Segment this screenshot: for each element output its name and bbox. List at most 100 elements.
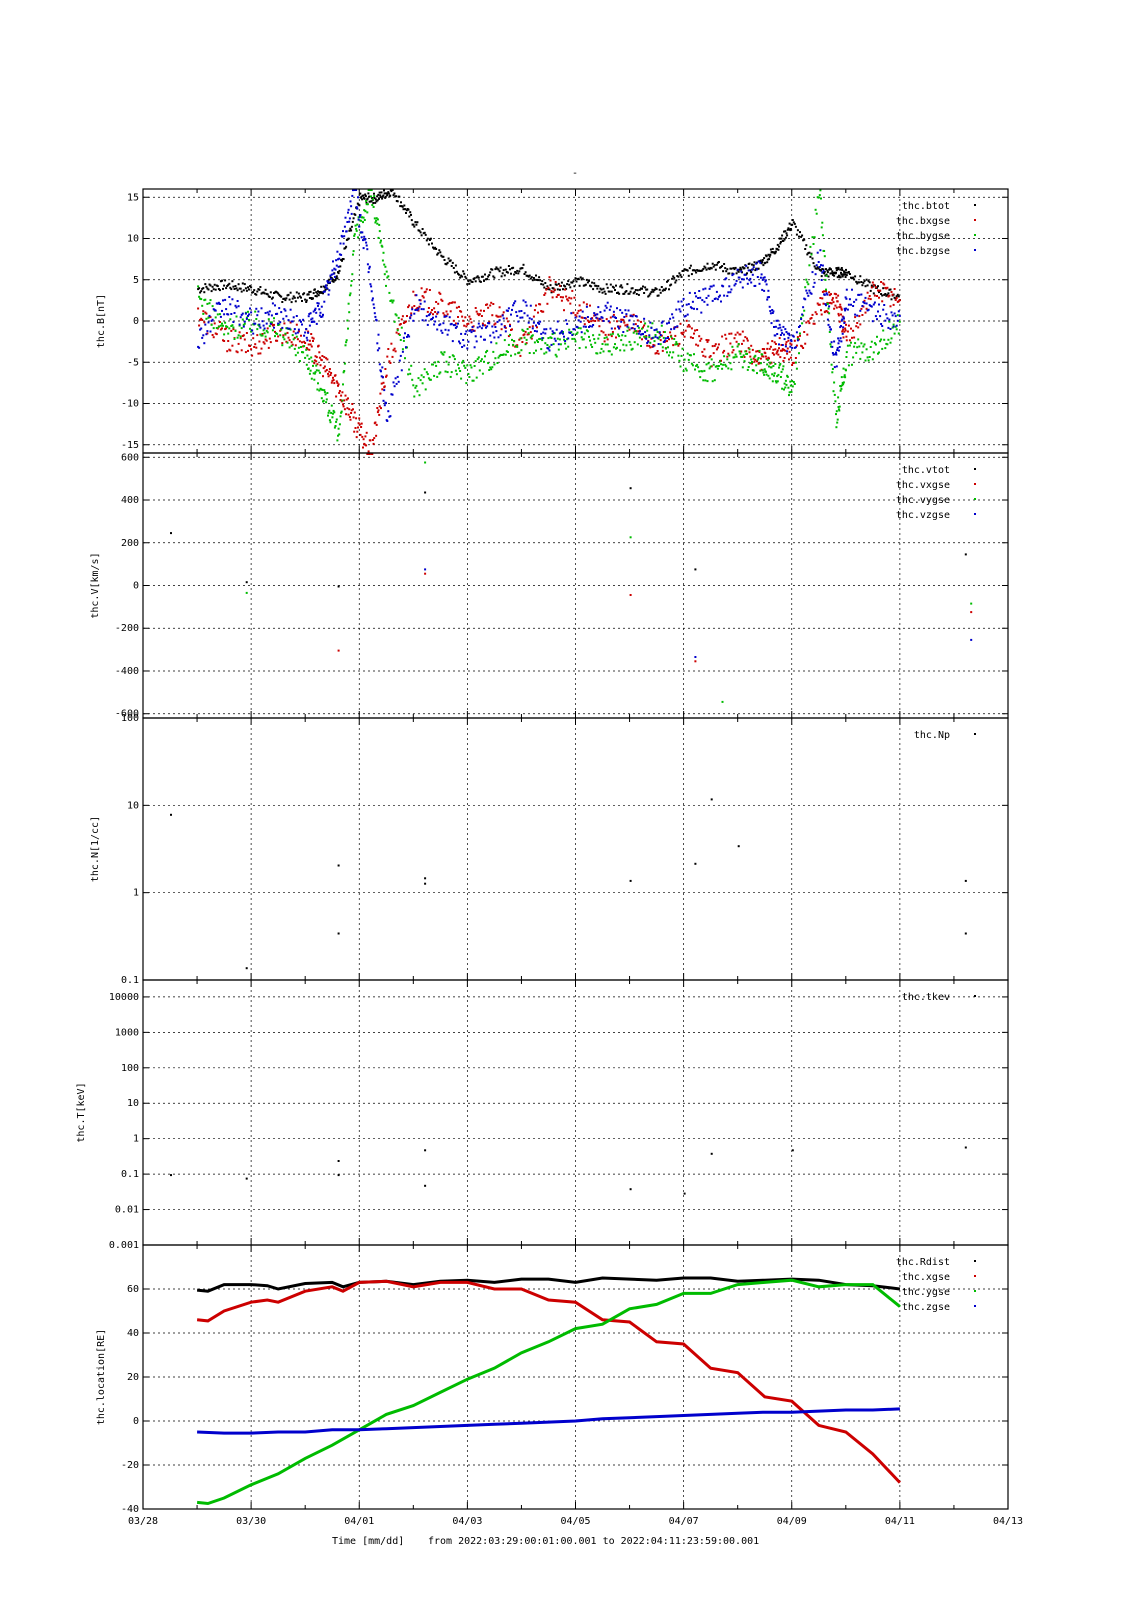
- data-point-thc.bzgse: [305, 336, 308, 339]
- data-point-thc.bzgse: [617, 325, 620, 328]
- data-point-thc.bzgse: [307, 315, 310, 318]
- data-point-thc.btot: [826, 269, 829, 272]
- data-point-thc.bzgse: [362, 247, 365, 250]
- data-point-thc.bygse: [440, 351, 443, 354]
- data-point-thc.bxgse: [533, 309, 536, 312]
- data-point-thc.bygse: [609, 333, 612, 336]
- data-point-thc.bxgse: [701, 350, 704, 353]
- data-point-thc.btot: [634, 289, 637, 291]
- y-tick-label: 1000: [115, 1027, 139, 1038]
- data-point-thc.bygse: [318, 371, 321, 374]
- data-point-thc.bxgse: [773, 353, 775, 356]
- data-point-thc.bygse: [263, 332, 266, 335]
- data-point-thc.bygse: [434, 361, 437, 364]
- data-point-thc.bxgse: [756, 350, 759, 353]
- data-point-thc.bygse: [658, 336, 661, 339]
- data-point-thc.bxgse: [358, 417, 361, 420]
- data-point-thc.bzgse: [647, 340, 650, 343]
- data-point-thc.btot: [201, 287, 204, 290]
- data-point-thc.bzgse: [873, 301, 876, 304]
- data-point-thc.bygse: [803, 309, 806, 312]
- data-point-thc.bzgse: [331, 269, 334, 272]
- data-point-thc.bxgse: [560, 299, 563, 302]
- data-point-thc.bzgse: [542, 331, 545, 334]
- data-point-thc.bygse: [619, 349, 622, 352]
- data-point-thc.bxgse: [837, 312, 840, 315]
- data-point-thc.btot: [526, 274, 529, 277]
- data-point-thc.bzgse: [527, 321, 530, 324]
- data-point-thc.bygse: [814, 208, 817, 211]
- data-point-thc.btot: [207, 288, 210, 291]
- data-point-thc.bzgse: [622, 331, 625, 333]
- data-point-thc.btot: [771, 251, 774, 253]
- data-point-thc.btot: [401, 205, 404, 208]
- data-point-thc.bygse: [308, 357, 311, 360]
- data-point-thc.bygse: [674, 343, 677, 346]
- data-point-thc.bzgse: [467, 340, 470, 343]
- data-point-thc.bygse: [232, 326, 235, 329]
- data-point-thc.btot: [409, 211, 412, 214]
- data-point-thc.bzgse: [835, 365, 838, 368]
- data-point-thc.bzgse: [283, 308, 286, 311]
- data-point-thc.bygse: [343, 362, 346, 365]
- data-point-thc.bxgse: [315, 356, 318, 359]
- data-point-thc.bygse: [723, 355, 726, 358]
- data-point-thc.bygse: [283, 338, 286, 341]
- data-point-thc.btot: [851, 277, 853, 280]
- data-point-thc.bygse: [839, 389, 842, 392]
- data-point-thc.bzgse: [350, 205, 353, 208]
- data-point-thc.bygse: [828, 331, 831, 333]
- data-point-thc.btot: [839, 268, 842, 271]
- data-point-thc.bygse: [730, 368, 733, 371]
- data-point-thc.bygse: [249, 327, 251, 330]
- data-point-thc.bygse: [643, 335, 646, 338]
- data-point-thc.bzgse: [633, 327, 636, 330]
- data-point-thc.btot: [788, 228, 790, 231]
- data-point-thc.bxgse: [269, 341, 272, 344]
- data-point-thc.bygse: [793, 383, 796, 385]
- data-point-thc.bygse: [392, 299, 395, 302]
- data-point-thc.bzgse: [318, 314, 321, 317]
- data-point-thc.bygse: [208, 302, 211, 305]
- data-point-thc.btot: [425, 239, 428, 242]
- data-point-thc.bzgse: [498, 319, 501, 322]
- y-axis-label: thc.V[km/s]: [90, 552, 101, 618]
- data-point-thc.bzgse: [419, 302, 422, 305]
- data-point-thc.bxgse: [474, 307, 477, 309]
- data-point-thc.bygse: [715, 365, 718, 368]
- data-point-thc.bzgse: [358, 215, 361, 218]
- data-point-thc.btot: [820, 275, 823, 278]
- data-point-thc.bxgse: [242, 334, 245, 337]
- data-point-thc.bygse: [892, 323, 895, 326]
- data-point-thc.bxgse: [219, 328, 222, 331]
- x-tick-label: 04/07: [669, 1516, 699, 1527]
- data-point-thc.btot: [314, 295, 317, 297]
- data-point-thc.btot: [707, 267, 710, 270]
- data-point-thc.bygse: [768, 365, 770, 368]
- data-point-thc.bxgse: [351, 403, 354, 405]
- data-point-thc.bygse: [879, 340, 882, 343]
- data-point-thc.bxgse: [679, 322, 682, 325]
- data-point-thc.btot: [316, 292, 319, 295]
- data-point-thc.bxgse: [408, 304, 411, 307]
- data-point-thc.Np: [710, 798, 713, 801]
- data-point-thc.bygse: [204, 298, 207, 301]
- data-point-thc.btot: [786, 228, 789, 231]
- data-point-thc.bygse: [516, 345, 519, 348]
- data-point-thc.bzgse: [748, 279, 751, 282]
- data-point-thc.bzgse: [235, 306, 238, 309]
- data-point-thc.btot: [789, 228, 792, 230]
- data-point-thc.btot: [334, 278, 337, 281]
- data-point-thc.bzgse: [738, 276, 741, 279]
- data-point-thc.bzgse: [382, 399, 385, 402]
- data-point-thc.bzgse: [452, 324, 455, 327]
- data-point-thc.bxgse: [606, 338, 609, 341]
- data-point-thc.bzgse: [837, 342, 840, 345]
- data-point-thc.bxgse: [236, 351, 239, 354]
- data-point-thc.btot: [765, 255, 768, 258]
- data-point-thc.bxgse: [200, 317, 203, 320]
- data-point-thc.btot: [807, 252, 810, 255]
- data-point-thc.bxgse: [481, 322, 484, 325]
- data-point-thc.btot: [541, 280, 544, 283]
- data-point-thc.bygse: [214, 316, 217, 319]
